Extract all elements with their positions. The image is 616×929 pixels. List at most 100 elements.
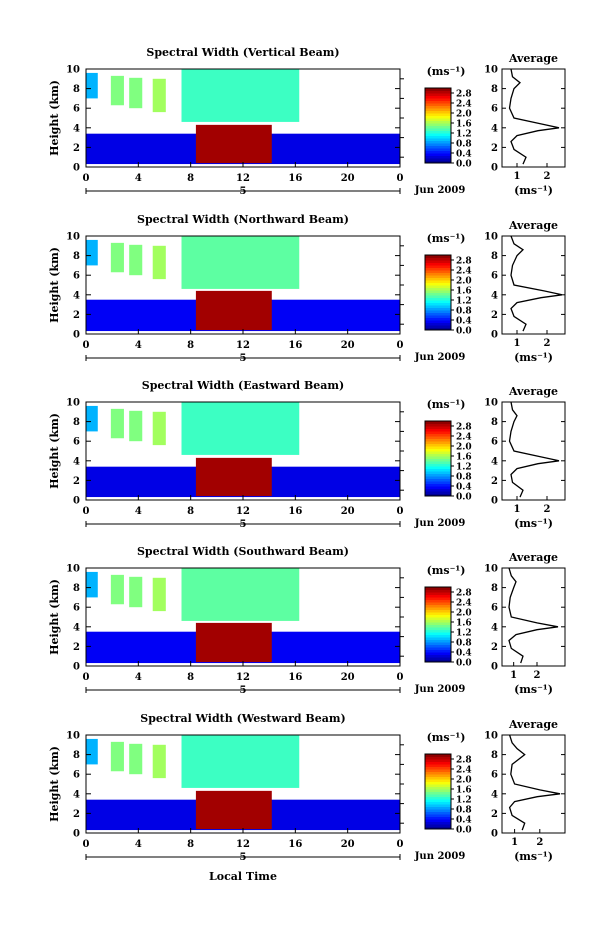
day-label: 5 xyxy=(240,685,247,696)
colorbar-label: (ms⁻¹) xyxy=(427,232,466,245)
heatmap-region xyxy=(129,743,143,775)
colorbar-segment xyxy=(425,614,451,618)
colorbar-segment xyxy=(425,779,451,782)
heatmap-region xyxy=(195,622,272,663)
colorbar-segment xyxy=(425,478,451,482)
colorbar-segment xyxy=(425,327,451,331)
colorbar-segment xyxy=(425,145,451,149)
colorbar-segment xyxy=(425,438,451,442)
avg-y-tick-label: 2 xyxy=(491,809,498,820)
colorbar-segment xyxy=(425,461,451,464)
colorbar-segment xyxy=(425,282,451,286)
colorbar-frame xyxy=(424,87,452,164)
x-tick-label: 8 xyxy=(187,506,194,517)
colorbar-segment xyxy=(425,599,451,603)
avg-y-tick-label: 4 xyxy=(491,123,498,134)
heatmap-region xyxy=(195,290,272,331)
x-tick-label: 0 xyxy=(83,340,90,351)
panel-title: Spectral Width (Vertical Beam) xyxy=(146,46,339,59)
avg-y-tick-label: 4 xyxy=(491,456,498,467)
panel-title: Spectral Width (Eastward Beam) xyxy=(142,379,344,392)
avg-y-tick-label: 10 xyxy=(484,232,498,243)
colorbar-segment xyxy=(425,806,451,810)
colorbar-segment xyxy=(425,476,451,479)
heatmap-region xyxy=(181,236,300,289)
colorbar-frame xyxy=(424,254,452,331)
colorbar-segment xyxy=(425,143,451,146)
colorbar-segment xyxy=(425,265,451,268)
avg-x-tick-label: 1 xyxy=(511,837,518,848)
date-label: Jun 2009 xyxy=(414,352,466,363)
colorbar-segment xyxy=(425,120,451,124)
x-tick-label: 0 xyxy=(397,672,404,683)
y-tick-label: 10 xyxy=(66,731,80,742)
x-tick-label: 16 xyxy=(288,839,302,850)
colorbar-tick-label: 0.0 xyxy=(456,826,472,836)
y-tick-label: 4 xyxy=(73,123,80,134)
colorbar-segment xyxy=(425,804,451,807)
colorbar-segment xyxy=(425,483,451,487)
day-label: 5 xyxy=(240,852,247,863)
average-profile-line xyxy=(508,567,559,664)
colorbar-segment xyxy=(425,801,451,805)
colorbar-tick-label: 2.8 xyxy=(456,90,472,100)
colorbar-segment xyxy=(425,811,451,815)
avg-x-tick-label: 1 xyxy=(514,504,521,515)
colorbar-segment xyxy=(425,90,451,94)
colorbar-segment xyxy=(425,262,451,266)
avg-y-tick-label: 6 xyxy=(491,437,498,448)
colorbar-segment xyxy=(425,594,451,598)
colorbar-segment xyxy=(425,285,451,288)
colorbar-segment xyxy=(425,754,451,757)
colorbar-tick-label: 2.0 xyxy=(456,277,472,287)
colorbar-tick-label: 1.6 xyxy=(456,786,472,796)
colorbar-label: (ms⁻¹) xyxy=(427,731,466,744)
avg-x-label: (ms⁻¹) xyxy=(514,850,553,863)
colorbar-label: (ms⁻¹) xyxy=(427,398,466,411)
colorbar-segment xyxy=(425,794,451,797)
colorbar-segment xyxy=(425,624,451,628)
colorbar-segment xyxy=(425,609,451,613)
average-title: Average xyxy=(508,551,558,564)
colorbar-frame xyxy=(424,586,452,663)
y-tick-label: 8 xyxy=(73,417,80,428)
colorbar-segment xyxy=(425,644,451,648)
colorbar-segment xyxy=(425,602,451,605)
avg-x-tick-label: 1 xyxy=(514,338,521,349)
colorbar-tick-label: 1.2 xyxy=(456,297,472,307)
colorbar-segment xyxy=(425,774,451,777)
y-axis-label: Height (km) xyxy=(48,579,61,655)
y-tick-label: 0 xyxy=(73,829,80,840)
colorbar-segment xyxy=(425,93,451,96)
x-tick-label: 12 xyxy=(236,672,250,683)
y-tick-label: 4 xyxy=(73,622,80,633)
colorbar-segment xyxy=(425,791,451,795)
colorbar-tick-label: 0.0 xyxy=(456,327,472,337)
colorbar-segment xyxy=(425,431,451,434)
colorbar-tick-label: 1.6 xyxy=(456,453,472,463)
y-tick-label: 2 xyxy=(73,310,80,321)
heatmap-region xyxy=(110,242,124,273)
colorbar-tick-label: 0.4 xyxy=(456,317,472,327)
colorbar-segment xyxy=(425,305,451,308)
avg-y-tick-label: 8 xyxy=(491,583,498,594)
colorbar-segment xyxy=(425,471,451,474)
colorbar-segment xyxy=(425,150,451,154)
colorbar-segment xyxy=(425,796,451,800)
colorbar-segment xyxy=(425,153,451,156)
avg-y-tick-label: 8 xyxy=(491,251,498,262)
colorbar-segment xyxy=(425,302,451,306)
y-tick-label: 6 xyxy=(73,770,80,781)
colorbar-tick-label: 0.8 xyxy=(456,140,472,150)
average-title: Average xyxy=(508,385,558,398)
heatmap-region xyxy=(181,568,300,621)
y-tick-label: 2 xyxy=(73,809,80,820)
avg-y-tick-label: 0 xyxy=(491,330,498,341)
colorbar-segment xyxy=(425,128,451,131)
avg-y-tick-label: 0 xyxy=(491,829,498,840)
colorbar-segment xyxy=(425,428,451,432)
colorbar-segment xyxy=(425,307,451,311)
heatmap-region xyxy=(86,405,98,432)
colorbar-segment xyxy=(425,587,451,590)
